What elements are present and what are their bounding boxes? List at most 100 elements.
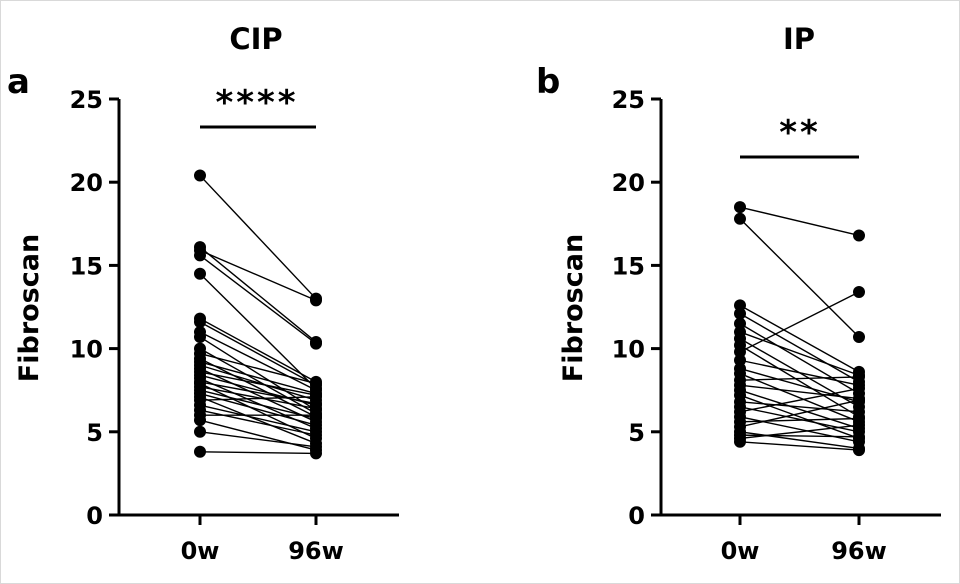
panel-b-pair-line	[739, 323, 860, 395]
panel-a: CIP a Fibroscan **** 0 5 10 15 20 25 0w 96w	[7, 22, 399, 565]
panel-a-pair-line	[199, 367, 317, 423]
panel-a-pair-lines	[199, 175, 317, 455]
panel-a-point-0w	[194, 169, 206, 182]
panel-a-pair-line	[199, 431, 317, 448]
panel-b-pair-line	[739, 434, 860, 438]
panel-a-pair-line	[199, 392, 317, 426]
panel-b-pair-line	[739, 291, 860, 353]
panel-b-pair-line	[739, 218, 860, 338]
panel-a-pair-line	[199, 419, 317, 451]
panel-b-y-tick-label: 5	[628, 419, 645, 447]
panel-b-y-tick-label: 0	[628, 502, 645, 530]
panel-b-pair-line	[739, 394, 860, 440]
panel-a-pair-line	[199, 254, 317, 345]
panel-b: IP b Fibroscan ** 0 5 10 15 20 25 0w 96w	[536, 22, 941, 565]
panel-b-point-0w	[734, 345, 746, 358]
panel-b-point-0w	[734, 317, 746, 330]
panel-b-pair-line	[739, 389, 860, 430]
panel-b-y-tick-label: 10	[612, 336, 645, 364]
panel-a-pair-line	[199, 321, 317, 386]
panel-a-y-tick-label: 25	[70, 86, 103, 114]
panel-b-point-0w	[734, 212, 746, 225]
panel-a-y-tick-label: 20	[70, 169, 103, 197]
panel-a-pair-line	[199, 381, 317, 405]
panel-b-y-tick-label: 15	[612, 252, 645, 280]
panel-a-y-tick-label: 0	[86, 502, 103, 530]
panel-a-pair-line	[199, 451, 317, 455]
panel-a-point-96w	[310, 447, 322, 460]
panel-b-pair-line	[739, 431, 860, 450]
panel-a-point-96w	[310, 409, 322, 422]
panel-a-pair-line	[199, 364, 317, 401]
panel-a-pair-line	[199, 396, 317, 445]
panel-a-pair-line	[199, 396, 317, 401]
panel-b-pair-line	[739, 387, 860, 413]
panel-a-pair-line	[199, 331, 317, 391]
panel-b-point-96w	[853, 330, 865, 343]
panel-a-pair-line	[199, 404, 317, 433]
panel-b-pair-line	[739, 441, 860, 451]
panel-a-point-96w	[310, 429, 322, 442]
panel-b-pair-line	[739, 372, 860, 423]
panel-a-point-0w	[194, 330, 206, 343]
panel-a-pair-line	[199, 175, 317, 300]
panel-a-point-96w	[310, 337, 322, 350]
panel-a-pair-line	[199, 382, 317, 440]
panel-b-y-tick-label: 25	[612, 86, 645, 114]
panel-a-point-96w	[310, 377, 322, 390]
panel-a-points	[194, 169, 322, 460]
panel-b-pair-line	[739, 401, 860, 413]
panel-a-pair-line	[199, 409, 317, 436]
panel-a-point-96w	[310, 390, 322, 403]
panel-a-point-96w	[310, 294, 322, 307]
panel-a-significance-stars: ****	[215, 83, 298, 123]
panel-b-point-0w	[734, 435, 746, 448]
panel-b-y-axis-label: Fibroscan	[558, 234, 589, 382]
panel-b-point-96w	[853, 286, 865, 299]
panel-a-pair-line	[199, 386, 317, 410]
panel-a-pair-line	[199, 246, 317, 343]
panel-b-pair-line	[739, 304, 860, 373]
panel-b-point-96w	[853, 370, 865, 383]
panel-a-y-tick-label: 5	[86, 419, 103, 447]
panel-b-label: b	[536, 62, 560, 102]
panel-b-points	[734, 201, 865, 457]
panel-b-pair-line	[739, 399, 860, 428]
panel-b-pair-lines	[739, 206, 860, 451]
panel-b-point-0w	[734, 201, 746, 214]
panel-a-point-0w	[194, 249, 206, 262]
panel-a-point-0w	[194, 315, 206, 328]
panel-b-title: IP	[783, 22, 815, 56]
panel-b-pair-line	[739, 424, 860, 440]
panel-a-pair-line	[199, 347, 317, 415]
panel-b-axes: 0 5 10 15 20 25 0w 96w	[612, 86, 941, 565]
panel-a-y-axis-label: Fibroscan	[14, 234, 45, 382]
panel-a-title: CIP	[229, 22, 282, 56]
panel-a-pair-line	[199, 371, 317, 396]
panel-b-pair-line	[739, 206, 860, 237]
panel-b-x-tick-label: 0w	[721, 537, 760, 565]
panel-a-axes: 0 5 10 15 20 25 0w 96w	[70, 86, 399, 565]
panel-a-y-tick-label: 10	[70, 336, 103, 364]
panel-a-label: a	[7, 62, 30, 102]
panel-b-point-0w	[734, 354, 746, 367]
panel-b-point-96w	[853, 430, 865, 443]
panel-b-x-tick-label: 96w	[831, 537, 887, 565]
panel-b-point-96w	[853, 229, 865, 242]
panel-a-x-tick-label: 0w	[181, 537, 220, 565]
panel-a-pair-line	[199, 318, 317, 383]
panel-a-point-0w	[194, 425, 206, 438]
panel-b-pair-line	[739, 331, 860, 376]
panel-a-x-tick-label: 96w	[288, 537, 344, 565]
panel-b-pair-line	[739, 417, 860, 423]
panel-b-point-0w	[734, 299, 746, 312]
panel-a-pair-line	[199, 249, 317, 301]
panel-a-y-tick-label: 15	[70, 252, 103, 280]
panel-b-pair-line	[739, 376, 860, 381]
panel-a-point-0w	[194, 267, 206, 280]
panel-a-pair-line	[199, 389, 317, 420]
panel-a-point-0w	[194, 414, 206, 427]
panel-a-pair-line	[199, 361, 317, 395]
